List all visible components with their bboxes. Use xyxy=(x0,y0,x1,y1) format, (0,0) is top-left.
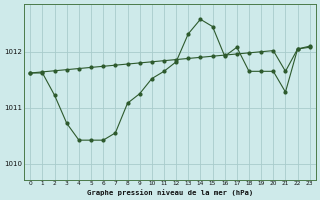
X-axis label: Graphe pression niveau de la mer (hPa): Graphe pression niveau de la mer (hPa) xyxy=(87,189,253,196)
